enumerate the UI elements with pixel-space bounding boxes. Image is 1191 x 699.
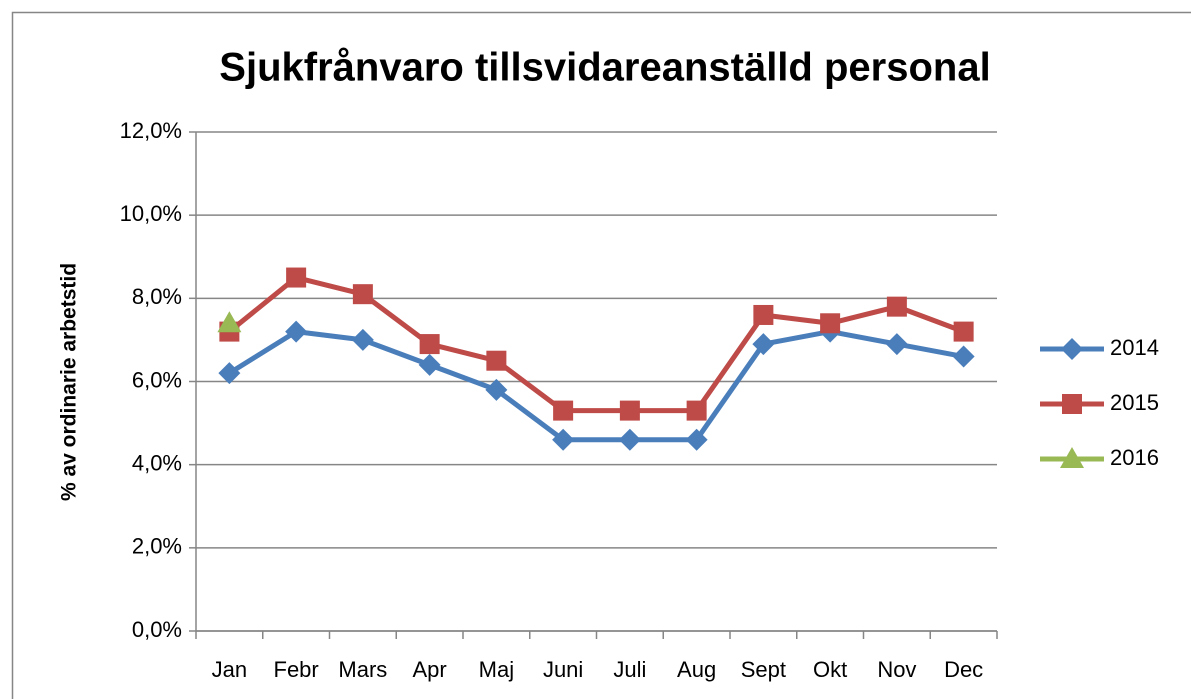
y-tick-label: 2,0% [132,534,182,559]
y-tick-label: 0,0% [132,617,182,642]
legend-label: 2015 [1110,390,1159,415]
x-tick-label: Aug [677,657,716,682]
series-line [227,275,965,414]
y-axis-label: % av ordinarie arbetstid [58,263,81,501]
x-tick-label: Mars [338,657,387,682]
data-point [552,428,575,451]
data-point [553,400,574,421]
x-tick-label: Juni [543,657,583,682]
chart-frame [11,11,1191,699]
data-point [351,328,374,351]
data-point [686,400,707,421]
data-point [218,362,241,385]
y-tick-label: 8,0% [132,284,182,309]
legend-marker [1060,447,1084,468]
legend-label: 2014 [1110,335,1159,360]
data-point [886,296,907,317]
y-tick-label: 4,0% [132,450,182,475]
data-point [820,313,841,334]
legend-marker [1061,338,1083,360]
data-point [753,304,774,325]
x-tick-label: Jan [212,657,247,682]
x-tick-label: Okt [813,657,847,682]
data-point [217,311,242,333]
data-point [352,284,373,305]
chart-title: Sjukfrånvaro tillsvidareanställd persona… [219,46,990,90]
y-tick-label: 12,0% [120,118,182,143]
data-point [885,333,908,356]
series-line [228,329,965,443]
data-point [418,353,441,376]
data-point [486,350,507,371]
data-point [618,428,641,451]
data-point [952,345,975,368]
data-point [685,428,708,451]
y-tick-label: 6,0% [132,367,182,392]
data-point [752,333,775,356]
data-point [619,400,640,421]
x-tick-label: Sept [741,657,786,682]
x-tick-label: Febr [274,657,319,682]
data-point [286,267,307,288]
legend-label: 2016 [1110,445,1159,470]
x-tick-label: Maj [479,657,514,682]
data-point [953,321,974,342]
data-point [485,378,508,401]
data-point [285,320,308,343]
y-tick-label: 10,0% [120,201,182,226]
x-tick-label: Dec [944,657,983,682]
x-tick-label: Nov [877,657,916,682]
x-tick-label: Juli [613,657,646,682]
x-tick-label: Apr [413,657,447,682]
legend-marker [1062,394,1082,414]
data-point [419,334,440,355]
